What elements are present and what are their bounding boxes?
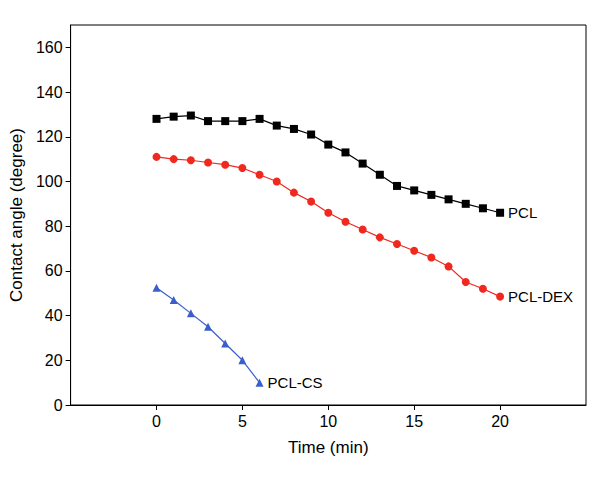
svg-text:Time (min): Time (min) [288, 438, 369, 457]
svg-text:PCL-CS: PCL-CS [268, 374, 323, 391]
svg-text:20: 20 [45, 352, 63, 369]
svg-text:15: 15 [405, 413, 423, 430]
svg-text:0: 0 [54, 397, 63, 414]
svg-text:160: 160 [36, 39, 63, 56]
svg-text:PCL-DEX: PCL-DEX [508, 288, 573, 305]
svg-text:20: 20 [491, 413, 509, 430]
svg-text:PCL: PCL [508, 204, 537, 221]
svg-text:10: 10 [319, 413, 337, 430]
svg-text:60: 60 [45, 262, 63, 279]
svg-text:120: 120 [36, 128, 63, 145]
svg-text:140: 140 [36, 84, 63, 101]
svg-text:Contact angle (degree): Contact angle (degree) [7, 128, 26, 302]
svg-text:5: 5 [238, 413, 247, 430]
svg-text:0: 0 [152, 413, 161, 430]
svg-text:100: 100 [36, 173, 63, 190]
svg-text:80: 80 [45, 218, 63, 235]
svg-text:40: 40 [45, 307, 63, 324]
